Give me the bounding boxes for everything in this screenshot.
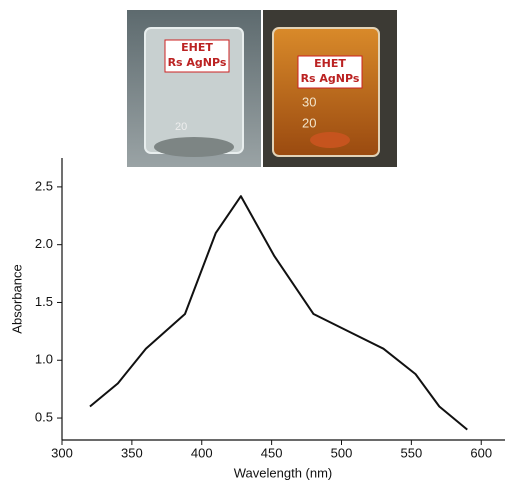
x-axis-label: Wavelength (nm) (234, 465, 333, 480)
x-tick-label: 300 (51, 445, 73, 460)
x-tick-label: 450 (261, 445, 283, 460)
graduation: 30 (302, 94, 316, 109)
graduation: 20 (175, 121, 187, 133)
photo-label: EHET (314, 57, 346, 70)
x-tick-label: 550 (401, 445, 423, 460)
photo-label: Rs AgNPs (168, 56, 227, 69)
y-tick-label: 2.5 (35, 178, 53, 193)
y-tick-label: 1.0 (35, 352, 53, 367)
y-axis-label: Absorbance (9, 264, 24, 333)
x-tick-label: 350 (121, 445, 143, 460)
photo-label: EHET (181, 41, 213, 54)
data-line (89, 195, 468, 431)
y-tick-label: 0.5 (35, 409, 53, 424)
y-tick-label: 1.5 (35, 294, 53, 309)
x-tick-label: 400 (191, 445, 213, 460)
x-tick-label: 500 (331, 445, 353, 460)
photo-label: Rs AgNPs (301, 72, 360, 85)
x-tick-label: 600 (470, 445, 492, 460)
graduation: 20 (302, 115, 316, 130)
y-tick-label: 2.0 (35, 236, 53, 251)
inset-photo: EHET Rs AgNPs EHET Rs AgNPs 20 30 20 (127, 10, 397, 167)
